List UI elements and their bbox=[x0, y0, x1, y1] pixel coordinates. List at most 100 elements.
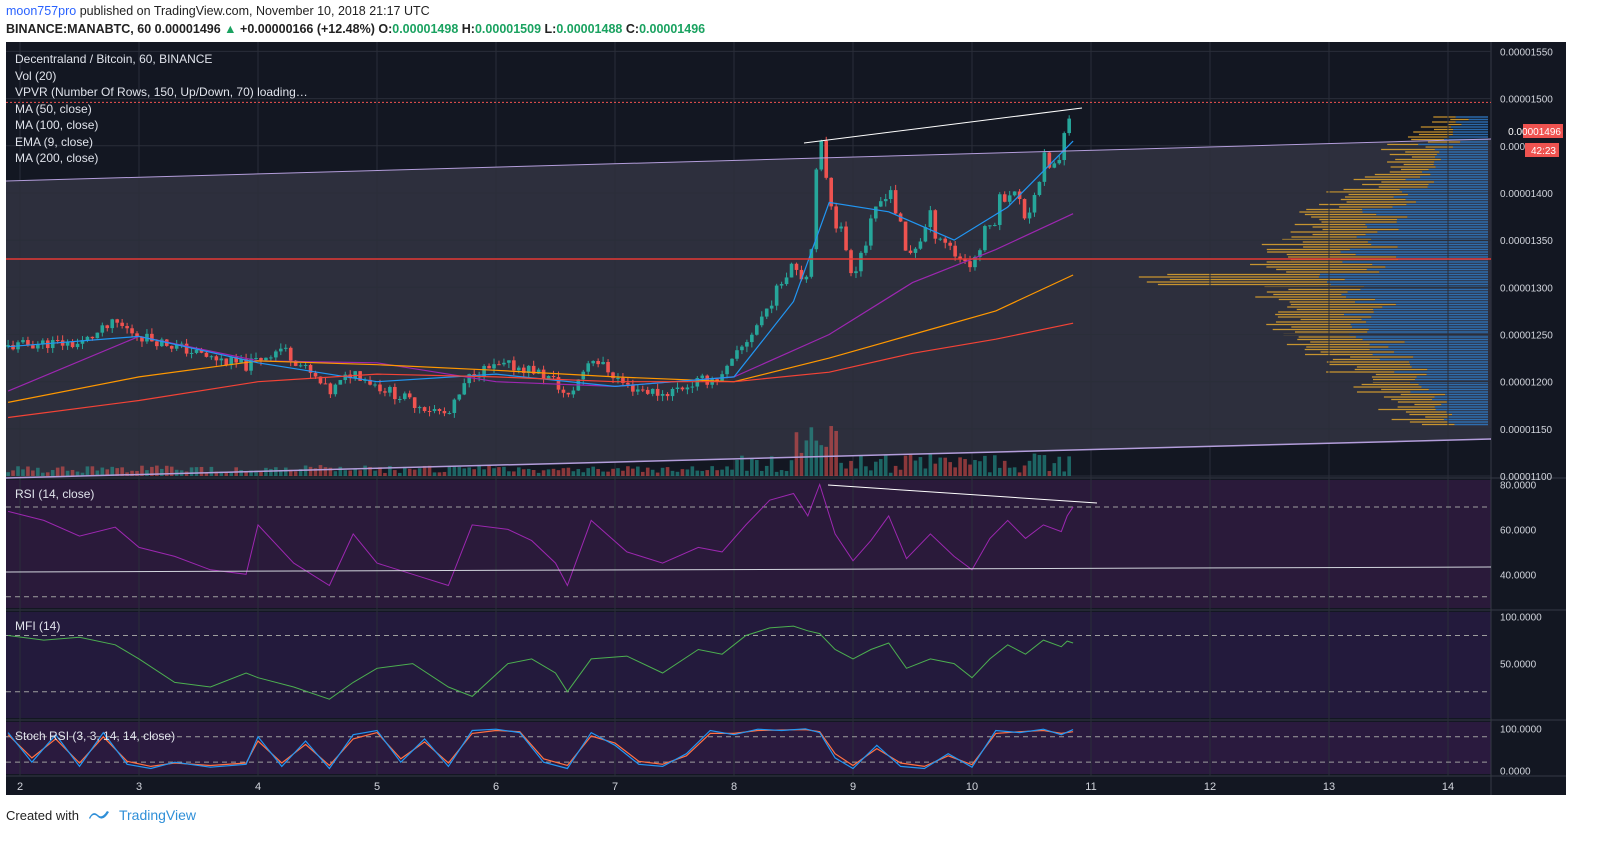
candle-body bbox=[269, 357, 273, 359]
author-link[interactable]: moon757pro bbox=[6, 4, 77, 18]
candle-body bbox=[988, 225, 992, 227]
candle-body bbox=[804, 276, 809, 280]
volume-bar bbox=[467, 467, 472, 476]
volume-bar bbox=[407, 468, 412, 476]
volume-bar bbox=[591, 466, 595, 476]
high-value: 0.00001509 bbox=[474, 22, 542, 36]
volume-bar bbox=[209, 466, 214, 476]
volume-bar bbox=[1007, 467, 1012, 476]
volume-bar bbox=[279, 469, 283, 476]
volume-bar bbox=[388, 465, 392, 476]
volume-bar bbox=[140, 465, 144, 476]
candle-body bbox=[814, 169, 819, 250]
volume-bar bbox=[1042, 455, 1047, 476]
candle-body bbox=[467, 374, 472, 384]
volume-bar bbox=[769, 456, 774, 476]
volume-bar bbox=[898, 469, 903, 476]
candle-body bbox=[888, 190, 893, 200]
tradingview-logo-icon bbox=[88, 811, 109, 819]
candle-body bbox=[670, 389, 675, 397]
volume-bar bbox=[933, 463, 938, 476]
x-tick-label: 3 bbox=[136, 781, 142, 793]
volume-bar bbox=[368, 467, 372, 476]
volume-bar bbox=[353, 468, 357, 476]
volume-bar bbox=[502, 466, 506, 476]
volume-bar bbox=[150, 466, 154, 476]
candle-body bbox=[462, 383, 467, 395]
candle-body bbox=[983, 226, 987, 251]
volume-bar bbox=[819, 445, 824, 476]
candle-body bbox=[1032, 195, 1037, 213]
candle-body bbox=[1027, 212, 1032, 219]
volume-bar bbox=[968, 464, 972, 476]
volume-bar bbox=[21, 469, 25, 476]
close-label: C: bbox=[625, 22, 640, 36]
candle-body bbox=[928, 210, 933, 228]
volume-bar bbox=[164, 465, 169, 476]
volume-bar bbox=[611, 468, 615, 476]
volume-bar bbox=[893, 465, 898, 476]
candle-body bbox=[859, 252, 863, 272]
candle-body bbox=[601, 362, 605, 365]
candle-body bbox=[779, 284, 784, 286]
candle-body bbox=[645, 389, 650, 394]
legend-ma50: MA (50, close) bbox=[15, 102, 92, 116]
candle-body bbox=[21, 340, 25, 343]
candle-body bbox=[398, 398, 402, 400]
low-label: L: bbox=[544, 22, 557, 36]
candle-body bbox=[497, 364, 501, 366]
volume-bar bbox=[571, 471, 576, 476]
price-trendline bbox=[803, 107, 1083, 144]
volume-bar bbox=[363, 465, 367, 476]
close-value: 0.00001496 bbox=[639, 22, 706, 36]
candle-body bbox=[75, 343, 80, 348]
volume-bar bbox=[135, 470, 139, 476]
volume-bar bbox=[244, 471, 248, 476]
volume-bar bbox=[556, 470, 561, 476]
candle-body bbox=[343, 374, 348, 381]
candle-body bbox=[85, 336, 90, 341]
volume-bar bbox=[492, 468, 496, 476]
volume-bar bbox=[700, 471, 705, 476]
volume-bar bbox=[809, 427, 814, 476]
candle-body bbox=[100, 325, 105, 333]
volume-bar bbox=[373, 470, 377, 476]
candle-body bbox=[660, 393, 665, 396]
volume-bar bbox=[735, 459, 739, 476]
candle-body bbox=[204, 352, 209, 357]
legend-ma100: MA (100, close) bbox=[15, 118, 98, 132]
volume-bar bbox=[883, 455, 888, 476]
candle-body bbox=[869, 218, 873, 246]
candle-body bbox=[953, 245, 957, 257]
created-with-label: Created with bbox=[6, 807, 79, 823]
chart-canvas[interactable]: 2 3 4 5 6 7 8 9 10 11 12 13 14 0.00001550 0.00001500 0.… bbox=[5, 42, 1566, 795]
volume-bar bbox=[55, 467, 60, 476]
volume-bar bbox=[685, 469, 690, 476]
mfi-line bbox=[8, 625, 1074, 700]
candle-body bbox=[239, 359, 243, 363]
tradingview-brand-link[interactable]: TradingView bbox=[118, 807, 197, 823]
candle-body bbox=[90, 336, 95, 339]
rsi-line bbox=[7, 482, 1074, 587]
volume-bar bbox=[953, 467, 957, 476]
volume-bar bbox=[799, 452, 804, 476]
volume-bar bbox=[650, 469, 655, 476]
candle-body bbox=[794, 263, 799, 270]
candle-body bbox=[893, 190, 898, 214]
candle-body bbox=[1057, 160, 1062, 164]
volume-bar bbox=[432, 472, 437, 476]
volume-bar bbox=[398, 472, 402, 476]
candle-body bbox=[373, 384, 377, 386]
candle-body bbox=[189, 352, 194, 354]
x-tick-label: 14 bbox=[1442, 781, 1454, 793]
y-tick-label: 0.00001550 bbox=[1500, 47, 1553, 58]
chart-area[interactable]: 2 3 4 5 6 7 8 9 10 11 12 13 14 0.00001550 0.00001500 0.… bbox=[5, 42, 1566, 795]
volume-bar bbox=[670, 470, 675, 476]
last-price: 0.00001496 bbox=[154, 22, 221, 36]
candle-body bbox=[750, 334, 754, 343]
volume-bar bbox=[794, 432, 799, 476]
candle-body bbox=[973, 256, 977, 268]
volume-bar bbox=[6, 472, 10, 476]
volume-bar bbox=[160, 468, 164, 476]
candle-body bbox=[264, 357, 268, 361]
